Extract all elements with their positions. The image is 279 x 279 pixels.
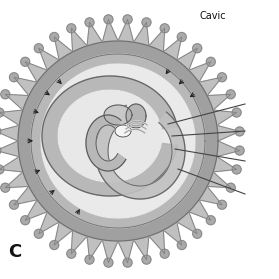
Circle shape xyxy=(232,108,241,117)
Circle shape xyxy=(1,90,10,99)
Circle shape xyxy=(177,240,186,249)
Circle shape xyxy=(21,57,30,66)
Polygon shape xyxy=(31,54,205,228)
Polygon shape xyxy=(42,76,177,196)
Polygon shape xyxy=(126,104,146,128)
Circle shape xyxy=(0,146,1,155)
Text: C: C xyxy=(8,243,21,261)
Circle shape xyxy=(160,24,169,33)
Circle shape xyxy=(104,15,113,24)
Polygon shape xyxy=(95,105,185,199)
Polygon shape xyxy=(0,19,240,263)
Circle shape xyxy=(9,73,18,82)
Circle shape xyxy=(67,24,76,33)
Circle shape xyxy=(142,18,151,27)
Circle shape xyxy=(1,183,10,192)
Circle shape xyxy=(0,165,4,174)
Polygon shape xyxy=(41,64,195,218)
Circle shape xyxy=(50,240,59,249)
Circle shape xyxy=(206,216,215,225)
Circle shape xyxy=(50,32,59,42)
Circle shape xyxy=(123,15,132,24)
Circle shape xyxy=(177,32,186,42)
Circle shape xyxy=(226,90,235,99)
Circle shape xyxy=(193,229,202,238)
Polygon shape xyxy=(86,115,126,171)
Circle shape xyxy=(235,146,244,155)
Circle shape xyxy=(9,200,18,209)
Circle shape xyxy=(235,127,244,136)
Circle shape xyxy=(218,73,227,82)
Circle shape xyxy=(218,200,227,209)
Circle shape xyxy=(123,258,132,267)
Circle shape xyxy=(34,44,43,53)
Circle shape xyxy=(0,127,1,136)
Circle shape xyxy=(160,249,169,258)
Circle shape xyxy=(85,255,94,264)
Polygon shape xyxy=(115,125,131,137)
Circle shape xyxy=(206,57,215,66)
Circle shape xyxy=(34,229,43,238)
Circle shape xyxy=(21,216,30,225)
Circle shape xyxy=(67,249,76,258)
Polygon shape xyxy=(104,105,132,125)
Circle shape xyxy=(104,258,113,267)
Circle shape xyxy=(85,18,94,27)
Polygon shape xyxy=(18,41,218,241)
Text: Cavic: Cavic xyxy=(200,11,227,21)
Circle shape xyxy=(142,255,151,264)
Polygon shape xyxy=(58,90,161,182)
Circle shape xyxy=(193,44,202,53)
Polygon shape xyxy=(18,41,218,241)
Polygon shape xyxy=(31,54,205,228)
Circle shape xyxy=(226,183,235,192)
Circle shape xyxy=(0,108,4,117)
Circle shape xyxy=(232,165,241,174)
